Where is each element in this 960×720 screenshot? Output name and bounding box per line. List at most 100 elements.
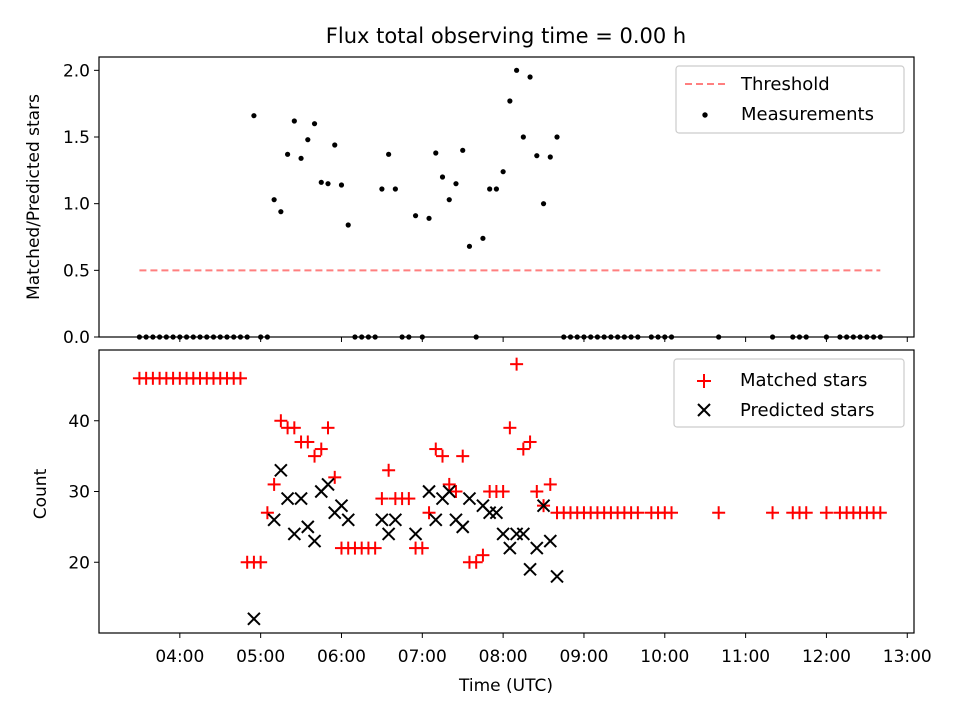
matched-star-point	[308, 449, 322, 463]
predicted-star-point	[280, 491, 295, 506]
matched-star-point	[321, 421, 335, 435]
x-tick-label: 05:00	[236, 647, 285, 667]
measurement-point	[278, 209, 284, 215]
measurement-point	[527, 74, 533, 80]
legend-predicted-label: Predicted stars	[740, 400, 874, 421]
top-y-ticks: 0.0 0.5 1.0 1.5 2.0	[63, 61, 99, 348]
measurement-point	[379, 186, 385, 192]
matched-star-point	[375, 492, 389, 506]
matched-star-point	[530, 485, 544, 498]
matched-star-point	[301, 435, 315, 449]
measurement-point	[284, 151, 291, 157]
predicted-star-point	[388, 513, 403, 527]
predicted-star-point	[536, 498, 551, 513]
measurement-point	[500, 169, 506, 175]
measurement-point	[520, 134, 526, 140]
matched-star-point	[799, 506, 813, 520]
top-y-tick-label: 1.5	[63, 128, 90, 148]
matched-star-point	[328, 470, 342, 484]
matched-star-point	[449, 485, 463, 498]
bottom-plot-marks	[132, 357, 887, 626]
bottom-legend-box	[673, 358, 905, 428]
matched-star-point	[631, 506, 645, 520]
matched-star-point	[503, 421, 517, 435]
measurement-point	[439, 174, 446, 180]
legend-measurements-swatch	[702, 112, 708, 118]
predicted-star-point	[321, 477, 335, 492]
predicted-star-point	[550, 569, 564, 584]
matched-star-point	[415, 541, 429, 555]
predicted-star-point	[287, 527, 302, 541]
measurement-point	[412, 213, 419, 219]
matched-star-point	[442, 477, 456, 491]
legend-matched-label: Matched stars	[740, 370, 867, 391]
top-y-tick-label: 0.0	[63, 328, 90, 348]
measurement-point	[487, 186, 493, 192]
predicted-star-point	[274, 463, 288, 477]
top-legend-box	[675, 65, 905, 134]
top-y-axis-label: Matched/Predicted stars	[24, 94, 44, 300]
matched-star-point	[766, 506, 780, 520]
matched-star-point	[510, 357, 524, 371]
predicted-star-point	[294, 491, 308, 506]
predicted-star-point	[408, 527, 423, 541]
measurement-point	[460, 147, 466, 153]
measurement-point	[426, 215, 432, 221]
matched-star-point	[233, 371, 247, 385]
matched-star-point	[382, 463, 396, 477]
measurement-point	[540, 201, 547, 207]
measurement-point	[480, 235, 486, 241]
measurement-point	[554, 134, 560, 140]
top-y-tick-label: 0.5	[63, 261, 90, 281]
top-legend: Threshold Measurements	[675, 65, 905, 134]
top-plot-frame	[98, 56, 915, 338]
predicted-star-point	[530, 541, 544, 555]
measurement-point	[547, 154, 553, 160]
measurement-point	[433, 150, 439, 156]
top-subplot: Flux total observing time = 0.00 h Match…	[24, 24, 915, 348]
matched-star-point	[436, 449, 450, 463]
predicted-star-point	[456, 520, 470, 534]
matched-star-point	[873, 506, 887, 520]
matched-star-point	[274, 414, 288, 428]
bottom-y-tick-label: 20	[68, 553, 90, 573]
legend-matched-swatch	[697, 374, 711, 388]
measurement-point	[338, 182, 345, 188]
matched-star-point	[516, 442, 530, 456]
measurement-point	[318, 179, 324, 185]
chart-title: Flux total observing time = 0.00 h	[326, 24, 686, 48]
legend-predicted-swatch	[697, 403, 711, 417]
matched-star-point	[260, 506, 274, 520]
predicted-star-point	[307, 534, 322, 548]
predicted-star-point	[381, 527, 396, 541]
legend-measurements-label: Measurements	[741, 104, 874, 125]
predicted-star-point	[429, 513, 443, 527]
bottom-y-tick-label: 40	[68, 412, 90, 432]
matched-star-point	[368, 541, 382, 555]
matched-star-point	[819, 506, 833, 520]
x-tick-label: 07:00	[398, 647, 447, 667]
predicted-star-point	[489, 506, 504, 520]
legend-threshold-label: Threshold	[740, 74, 830, 95]
predicted-star-point	[334, 498, 349, 513]
x-tick-label: 11:00	[721, 647, 770, 667]
matched-star-point	[314, 442, 328, 456]
measurement-point	[453, 181, 459, 187]
measurement-point	[392, 186, 398, 192]
x-tick-label: 13:00	[883, 647, 932, 667]
bottom-x-ticks: 04:00 05:00 06:00 07:00 08:00 09:00 10:00 11:00…	[155, 633, 932, 667]
x-tick-label: 09:00	[559, 647, 608, 667]
predicted-star-point	[247, 612, 261, 626]
predicted-star-point	[375, 513, 389, 527]
matched-star-point	[469, 555, 483, 569]
measurement-point	[493, 186, 499, 192]
bottom-y-ticks: 20 30 40	[68, 412, 99, 573]
matched-star-point	[254, 555, 268, 569]
measurement-point	[271, 197, 277, 203]
bottom-plot-frame	[98, 349, 915, 634]
top-y-tick-label: 2.0	[63, 61, 90, 81]
matched-star-point	[402, 492, 416, 506]
predicted-star-point	[462, 491, 477, 506]
measurement-point	[325, 181, 331, 187]
measurement-point	[514, 67, 520, 73]
